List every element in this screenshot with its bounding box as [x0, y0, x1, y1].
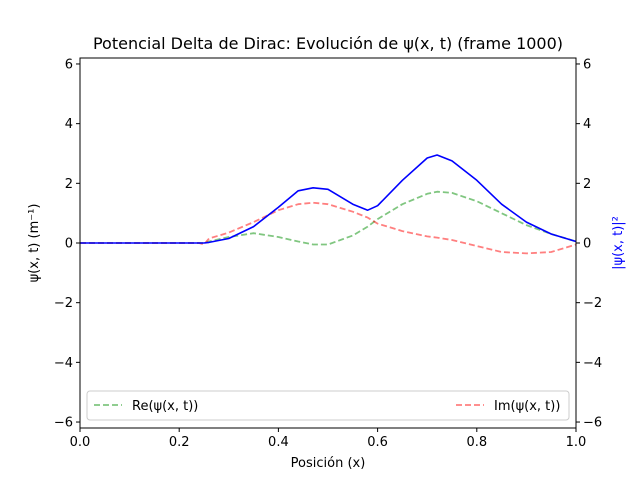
- y-axis-left: 6 4 2 0 −2 −4 −6: [54, 57, 80, 431]
- y-tick-label-right: 2: [583, 177, 591, 192]
- y-tick-label-right: −2: [583, 296, 602, 311]
- legend: Re(ψ(x, t)) Im(ψ(x, t)): [86, 390, 570, 421]
- y-tick-label-left: 2: [65, 177, 73, 192]
- y-tick-label-right: 6: [583, 57, 591, 72]
- y-tick-label-left: −6: [54, 416, 73, 431]
- y-axis-label-left: ψ(x, t) (m⁻¹): [27, 204, 42, 283]
- legend-re-label: Re(ψ(x, t)): [132, 399, 198, 414]
- legend-box: [86, 390, 570, 421]
- y-axis-label-right: |ψ(x, t)|²: [611, 216, 626, 270]
- y-tick-label-left: −2: [54, 296, 73, 311]
- x-tick-label: 0.2: [169, 435, 190, 450]
- y-tick-label-right: 4: [583, 117, 591, 132]
- chart-title: Potencial Delta de Dirac: Evolución de ψ…: [93, 34, 563, 53]
- x-tick-label: 0.6: [367, 435, 388, 450]
- y-tick-label-left: 4: [65, 117, 73, 132]
- im-psi-line: [80, 201, 577, 255]
- y-tick-label-left: 0: [65, 237, 73, 252]
- series-layer: [80, 154, 577, 255]
- y-tick-label-right: 0: [583, 237, 591, 252]
- x-axis: 0.0 0.2 0.4 0.6 0.8 1.0: [70, 428, 587, 450]
- re-psi-line: [80, 190, 577, 246]
- y-tick-label-left: 6: [65, 57, 73, 72]
- x-tick-label: 0.8: [466, 435, 487, 450]
- y-axis-right: 6 4 2 0 −2 −4 −6: [576, 57, 602, 431]
- y-tick-label-right: −4: [583, 356, 602, 371]
- legend-im-label: Im(ψ(x, t)): [494, 399, 560, 414]
- y-tick-label-right: −6: [583, 416, 602, 431]
- y-tick-label-left: −4: [54, 356, 73, 371]
- x-axis-label: Posición (x): [291, 456, 366, 471]
- x-tick-label: 1.0: [566, 435, 587, 450]
- x-tick-label: 0.4: [268, 435, 289, 450]
- prob-density-line: [80, 154, 577, 244]
- x-tick-label: 0.0: [70, 435, 91, 450]
